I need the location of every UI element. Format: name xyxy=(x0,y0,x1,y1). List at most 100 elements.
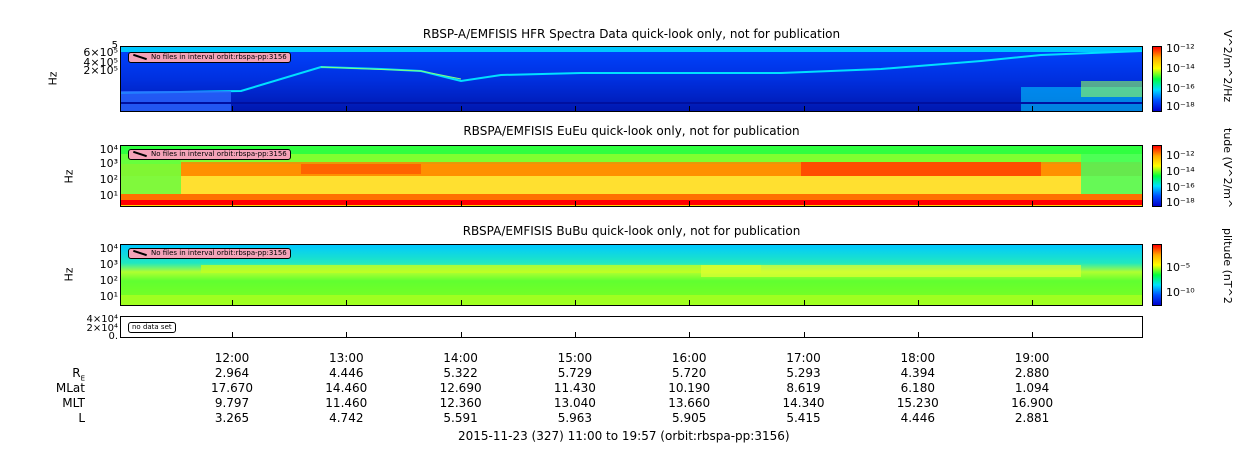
x-tick-mark xyxy=(803,201,805,206)
ephemeris-value: 17.670 xyxy=(211,381,253,395)
hfr-spectrogram-panel xyxy=(120,46,1143,112)
ephemeris-value: 2.881 xyxy=(1014,411,1050,425)
x-tick-mark xyxy=(346,201,348,206)
x-tick-mark xyxy=(232,201,233,206)
pen-icon xyxy=(133,150,147,158)
x-tick-mark xyxy=(689,300,691,305)
x-tick-mark xyxy=(574,201,576,206)
ephemeris-value: 14.460 xyxy=(325,381,368,395)
no-files-note-1: No files in interval orbit:rbspa-pp:3156 xyxy=(128,52,291,63)
x-tick-mark xyxy=(689,106,691,111)
x-tick-mark xyxy=(803,332,805,337)
ephemeris-value: 4.742 xyxy=(329,411,364,425)
panel-2-ytick: 10¹ xyxy=(99,189,118,202)
ephemeris-value: 11.430 xyxy=(553,381,596,395)
colorbar-2-label: tude (V^2/m^ xyxy=(1221,128,1234,209)
colorbar-2-tick: 10⁻¹² xyxy=(1166,149,1195,162)
x-tick-label: 19:00 xyxy=(1014,351,1050,365)
x-tick-label: 17:00 xyxy=(786,351,821,365)
ephemeris-value: 5.322 xyxy=(443,366,478,380)
ephemeris-value: 13.040 xyxy=(553,396,596,410)
ephemeris-value: 10.190 xyxy=(668,381,711,395)
ephemeris-value: 5.415 xyxy=(786,411,821,425)
x-tick-mark xyxy=(460,332,462,337)
x-tick-mark xyxy=(1032,332,1034,337)
x-tick-mark xyxy=(803,106,805,111)
x-tick-mark xyxy=(460,201,462,206)
panel-1-title: RBSP-A/EMFISIS HFR Spectra Data quick-lo… xyxy=(422,27,841,41)
empty-panel xyxy=(120,316,1143,338)
colorbar-1 xyxy=(1152,46,1162,112)
ephemeris-value: 9.797 xyxy=(214,396,250,410)
hfr-spectrogram xyxy=(121,47,1142,111)
ephemeris-value: 4.394 xyxy=(900,366,935,380)
eueu-spectrogram-panel xyxy=(120,145,1143,207)
x-tick-label: 18:00 xyxy=(900,351,936,365)
ephemeris-value: 16.900 xyxy=(1011,396,1054,410)
x-tick-mark xyxy=(1032,300,1034,305)
x-tick-mark xyxy=(917,201,919,206)
ephemeris-value: 2.880 xyxy=(1014,366,1050,380)
eueu-spectrogram xyxy=(121,146,1142,206)
colorbar-1-tick: 10⁻¹⁶ xyxy=(1166,82,1195,95)
x-tick-mark xyxy=(689,332,691,337)
panel-2-ytick: 10³ xyxy=(99,157,118,170)
colorbar-1-tick: 10⁻¹² xyxy=(1166,42,1195,55)
ephemeris-value: 5.720 xyxy=(672,366,707,380)
ephemeris-value: 4.446 xyxy=(900,411,935,425)
x-tick-mark xyxy=(1032,201,1034,206)
panel-2-title: RBSPA/EMFISIS EuEu quick-look only, not … xyxy=(463,124,800,138)
colorbar-3-tick: 10⁻¹⁰ xyxy=(1166,286,1195,299)
panel-1-ytick: 4×10⁵ xyxy=(83,56,118,69)
ephemeris-value: 11.460 xyxy=(325,396,368,410)
colorbar-1-tick: 10⁻¹⁴ xyxy=(1166,62,1195,75)
ephemeris-value: 13.660 xyxy=(668,396,711,410)
colorbar-2-tick: 10⁻¹⁶ xyxy=(1166,181,1195,194)
x-tick-label: 14:00 xyxy=(443,351,478,365)
ephemeris-value: 5.293 xyxy=(786,366,821,380)
panel-2-ylabel: Hz xyxy=(62,169,76,184)
panel-1-ytick: 6×10⁵ xyxy=(83,46,118,59)
x-tick-mark xyxy=(232,106,233,111)
panel-3-ytick: 10² xyxy=(99,274,118,287)
ephemeris-label-mlt: MLT xyxy=(62,396,85,410)
ephemeris-value: 6.180 xyxy=(900,381,935,395)
colorbar-3-tick: 10⁻⁵ xyxy=(1166,261,1191,274)
pen-icon xyxy=(133,53,147,61)
panel-3-ylabel: Hz xyxy=(62,267,76,282)
x-tick-mark xyxy=(460,106,462,111)
ephemeris-value: 5.729 xyxy=(557,366,593,380)
colorbar-1-tick: 10⁻¹⁸ xyxy=(1166,100,1195,113)
ephemeris-value: 2.964 xyxy=(214,366,250,380)
ephemeris-value: 8.619 xyxy=(786,381,821,395)
panel-4-ytick: 2×10⁴ xyxy=(86,323,118,334)
no-files-note-3: No files in interval orbit:rbspa-pp:3156 xyxy=(128,248,291,259)
ephemeris-value: 5.591 xyxy=(443,411,478,425)
bubu-spectrogram-panel xyxy=(120,244,1143,306)
x-tick-mark xyxy=(574,332,576,337)
pen-icon xyxy=(133,249,147,257)
ephemeris-value: 5.905 xyxy=(672,411,707,425)
colorbar-1-label: V^2/m^2/Hz xyxy=(1221,30,1234,103)
panel-3-ytick: 10¹ xyxy=(99,290,118,303)
x-tick-mark xyxy=(574,106,576,111)
x-tick-label: 16:00 xyxy=(671,351,707,365)
x-tick-mark xyxy=(803,300,805,305)
x-tick-mark xyxy=(574,300,576,305)
panel-1-ytick: 2×10⁵ xyxy=(83,64,118,77)
ephemeris-value: 1.094 xyxy=(1014,381,1050,395)
time-range-footer: 2015-11-23 (327) 11:00 to 19:57 (orbit:r… xyxy=(458,429,790,443)
ephemeris-value: 15.230 xyxy=(896,396,939,410)
x-tick-mark xyxy=(917,332,919,337)
panel-3-title: RBSPA/EMFISIS BuBu quick-look only, not … xyxy=(462,224,801,238)
x-tick-mark xyxy=(346,300,348,305)
ephemeris-value: 12.360 xyxy=(439,396,482,410)
ephemeris-value: 12.690 xyxy=(439,381,482,395)
no-data-note: no data set xyxy=(128,322,176,333)
ephemeris-label-l: L xyxy=(78,411,85,425)
colorbar-2 xyxy=(1152,145,1162,207)
ephemeris-value: 5.963 xyxy=(557,411,593,425)
panel-4-ytick: 0. xyxy=(108,331,118,342)
panel-3-ytick: 10³ xyxy=(99,258,118,271)
x-tick-mark xyxy=(460,300,462,305)
